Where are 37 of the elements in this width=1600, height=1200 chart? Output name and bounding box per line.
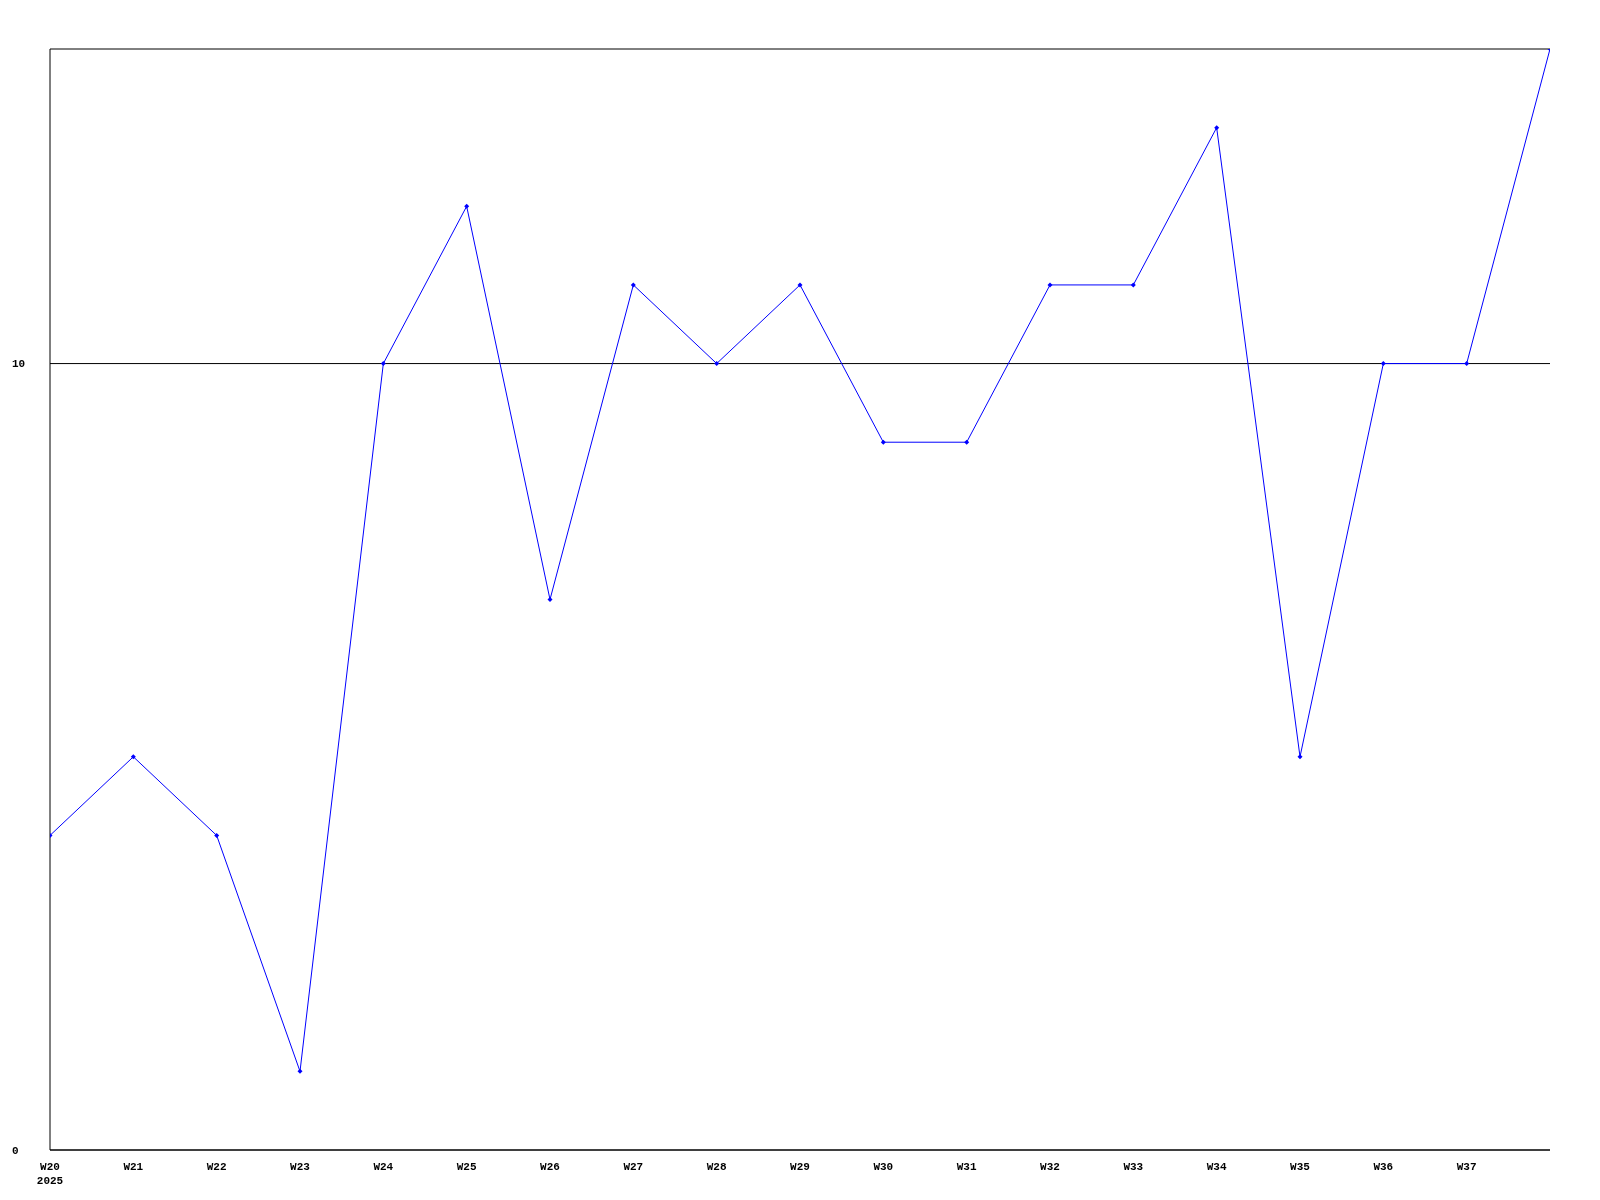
- x-tick-label: W21: [123, 1161, 144, 1173]
- x-tick-label: W29: [790, 1161, 810, 1173]
- point: [464, 203, 470, 209]
- point: [964, 439, 970, 445]
- x-tick-label: W31: [956, 1161, 977, 1173]
- point: [380, 361, 386, 367]
- x-tick-label: W36: [1373, 1161, 1394, 1173]
- x-tick-label: W24: [373, 1161, 394, 1173]
- x-tick-label: W33: [1123, 1161, 1144, 1173]
- point: [1214, 125, 1220, 131]
- point: [714, 361, 720, 367]
- point: [1297, 754, 1303, 760]
- x-tick-label: W32: [1040, 1161, 1060, 1173]
- y-tick-label: 0: [12, 1144, 19, 1157]
- x-tick-label: W37: [1456, 1161, 1477, 1173]
- point: [214, 832, 220, 838]
- x-tick-label: W27: [623, 1161, 644, 1173]
- x-tick-label: W35: [1290, 1161, 1311, 1173]
- point: [547, 597, 553, 602]
- point: [1047, 282, 1053, 288]
- x-tick-label: W30: [873, 1161, 894, 1173]
- x-tick-label: W23: [290, 1161, 311, 1173]
- point: [630, 282, 636, 288]
- y-tick-label: 10: [12, 358, 26, 371]
- x-tick-label: W26: [540, 1161, 560, 1173]
- point: [1464, 361, 1470, 367]
- point: [880, 439, 886, 445]
- point: [1130, 282, 1136, 288]
- x-tick-label: W28: [706, 1161, 727, 1173]
- x-tick-label: W34: [1206, 1161, 1227, 1173]
- point: [1380, 361, 1386, 367]
- point: [297, 1068, 303, 1074]
- point: [130, 754, 136, 760]
- x-tick-label: W22: [206, 1161, 227, 1173]
- x-tick-label: W25: [456, 1161, 477, 1173]
- point: [797, 282, 803, 288]
- x-tick-label: W20 2025: [36, 1161, 64, 1187]
